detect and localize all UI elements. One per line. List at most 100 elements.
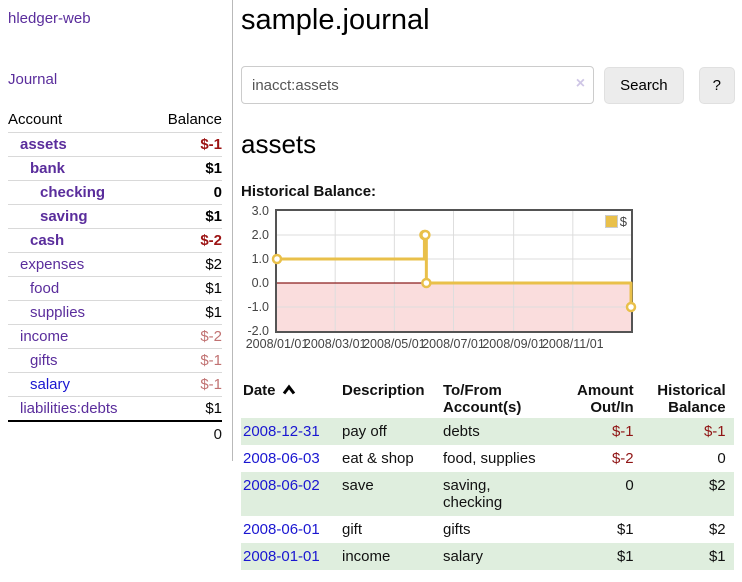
register-amount: $-2: [611, 450, 634, 467]
register-balance: $-1: [703, 423, 726, 440]
y-axis-tick-label: 3.0: [251, 204, 269, 218]
column-header-amount: Amount Out/In: [577, 382, 634, 416]
register-description: income: [342, 548, 391, 565]
account-link-assets[interactable]: assets: [20, 136, 67, 153]
account-link-salary[interactable]: salary: [30, 376, 71, 393]
chart-legend: $: [602, 213, 629, 230]
register-row: 2008-12-31 pay off debts $-1 $-1: [241, 418, 734, 445]
register-date-link[interactable]: 2008-06-01: [243, 521, 320, 538]
register-balance: $2: [708, 521, 726, 538]
account-balance: $1: [151, 300, 222, 325]
account-balance: 0: [151, 180, 222, 205]
account-balance: $-1: [151, 348, 222, 373]
account-link-bank[interactable]: bank: [30, 160, 66, 177]
search-form: × Search ?: [241, 66, 735, 104]
x-axis-tick-label: 2008/01/01: [245, 337, 309, 351]
register-row: 2008-06-03 eat & shop food, supplies $-2 0: [241, 445, 734, 472]
account-row: expenses $2: [8, 252, 222, 277]
account-link-cash[interactable]: cash: [30, 232, 65, 249]
app-title-link[interactable]: hledger-web: [8, 10, 91, 27]
account-balance: $1: [151, 156, 222, 181]
register-table: Date Description To/From Account(s) Amount …: [241, 380, 734, 570]
column-header-balance: Historical Balance: [657, 382, 726, 416]
register-accounts: gifts: [443, 521, 471, 538]
y-axis-tick-label: -1.0: [247, 300, 269, 314]
clear-search-icon[interactable]: ×: [575, 75, 586, 92]
register-amount: 0: [625, 477, 634, 494]
accounts-total-balance: 0: [151, 420, 222, 447]
account-row: salary $-1: [8, 372, 222, 397]
account-balance: $-1: [151, 372, 222, 397]
search-button[interactable]: Search: [604, 66, 684, 104]
account-link-liabilities-debts[interactable]: liabilities:debts: [20, 400, 118, 417]
chart-plot-area: $: [271, 209, 637, 333]
search-box: ×: [241, 66, 595, 104]
account-row: supplies $1: [8, 300, 222, 325]
register-accounts: saving, checking: [443, 477, 503, 511]
register-accounts: salary: [443, 548, 484, 565]
account-link-supplies[interactable]: supplies: [30, 304, 86, 321]
account-row: checking 0: [8, 180, 222, 205]
register-description: save: [342, 477, 374, 494]
x-axis-tick-label: 2008/11/01: [541, 337, 604, 351]
search-input[interactable]: [241, 66, 595, 104]
account-row: liabilities:debts $1: [8, 396, 222, 421]
y-axis-tick-label: 0.0: [251, 276, 269, 290]
account-link-gifts[interactable]: gifts: [30, 352, 58, 369]
historical-balance-chart: $3.0 2.0 1.0 0.0 -1.0 -2.0 2008/01/01 2008/03/0…: [241, 204, 735, 356]
register-date-link[interactable]: 2008-06-02: [243, 477, 320, 494]
y-axis-tick-label: 2.0: [251, 228, 269, 242]
account-row: bank $1: [8, 156, 222, 181]
account-row: cash $-2: [8, 228, 222, 253]
balance-column-header: Balance: [167, 111, 222, 128]
x-axis-tick-label: 2008/03/01: [303, 337, 367, 351]
account-link-saving[interactable]: saving: [40, 208, 88, 225]
help-button[interactable]: ?: [698, 66, 735, 104]
column-header-description: Description: [342, 382, 425, 399]
y-axis-tick-label: 1.0: [251, 252, 269, 266]
account-balance: $-2: [151, 228, 222, 253]
register-date-link[interactable]: 2008-06-03: [243, 450, 320, 467]
legend-swatch-icon: [604, 215, 618, 228]
y-axis-tick-label: -2.0: [247, 324, 269, 338]
legend-label: $: [619, 214, 627, 229]
register-amount: $1: [616, 521, 634, 538]
register-amount: $-1: [611, 423, 634, 440]
accounts-balance-table: Account Balance assets $-1 bank $1 checking 0…: [8, 108, 222, 447]
account-row: food $1: [8, 276, 222, 301]
register-row: 2008-01-01 income salary $1 $1: [241, 543, 734, 570]
register-balance: 0: [717, 450, 726, 467]
account-link-expenses[interactable]: expenses: [20, 256, 85, 273]
register-description: eat & shop: [342, 450, 414, 467]
register-date-link[interactable]: 2008-01-01: [243, 548, 320, 565]
sort-asc-icon: [282, 382, 296, 399]
accounts-total-row: 0: [8, 420, 222, 447]
register-accounts: food, supplies: [443, 450, 536, 467]
register-row: 2008-06-01 gift gifts $1 $2: [241, 516, 734, 543]
sidebar-item-journal[interactable]: Journal: [8, 71, 58, 88]
account-row: income $-2: [8, 324, 222, 349]
account-link-food[interactable]: food: [30, 280, 60, 297]
page-title: sample.journal: [241, 4, 430, 36]
accounts-column-header: Account: [8, 111, 63, 128]
account-balance: $1: [151, 276, 222, 301]
column-header-accounts: To/From Account(s): [443, 382, 522, 416]
column-header-date[interactable]: Date: [241, 380, 340, 418]
account-link-checking[interactable]: checking: [40, 184, 106, 201]
sidebar: hledger-web Journal Account Balance asse…: [0, 0, 233, 461]
chart-title: Historical Balance:: [241, 183, 377, 200]
account-row: saving $1: [8, 204, 222, 229]
account-link-income[interactable]: income: [20, 328, 69, 345]
register-accounts: debts: [443, 423, 480, 440]
account-balance: $2: [151, 252, 222, 277]
register-description: pay off: [342, 423, 387, 440]
account-row: gifts $-1: [8, 348, 222, 373]
x-axis-tick-label: 2008/09/01: [482, 337, 545, 351]
register-date-link[interactable]: 2008-12-31: [243, 423, 320, 440]
register-amount: $1: [616, 548, 634, 565]
account-row: assets $-1: [8, 132, 222, 157]
x-axis-tick-label: 2008/07/01: [422, 337, 485, 351]
register-description: gift: [342, 521, 363, 538]
account-balance: $1: [151, 396, 222, 421]
account-balance: $-1: [151, 132, 222, 157]
